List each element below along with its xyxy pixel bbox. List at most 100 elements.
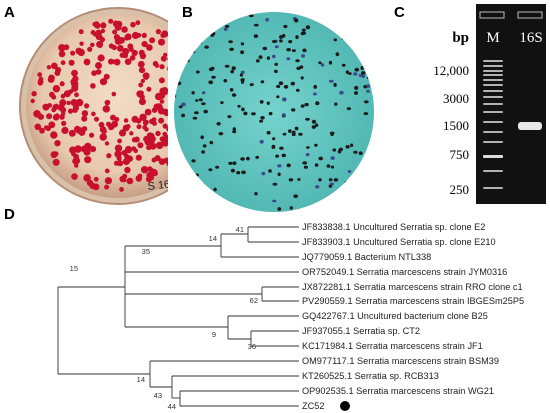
cell bbox=[272, 137, 276, 141]
colony bbox=[138, 98, 146, 106]
cell bbox=[279, 146, 284, 150]
cell bbox=[240, 78, 245, 82]
colony bbox=[70, 99, 78, 107]
colony bbox=[79, 129, 86, 136]
colony bbox=[52, 85, 61, 93]
taxon-label: KT260525.1 Serratia sp. RCB313 bbox=[302, 371, 439, 381]
cell bbox=[213, 187, 217, 192]
colony bbox=[54, 140, 61, 147]
colony bbox=[129, 55, 136, 61]
colony bbox=[155, 141, 164, 150]
colony bbox=[104, 177, 112, 185]
cell bbox=[195, 99, 199, 102]
colony bbox=[73, 157, 81, 165]
bootstrap-value: 35 bbox=[142, 247, 150, 256]
colony bbox=[131, 31, 140, 40]
ladder-band bbox=[483, 155, 503, 158]
colony bbox=[158, 38, 165, 46]
bootstrap-value: 14 bbox=[137, 375, 145, 384]
colony bbox=[160, 32, 166, 38]
cell bbox=[347, 170, 352, 173]
query-strain-marker bbox=[340, 401, 350, 411]
colony bbox=[146, 86, 152, 92]
colony bbox=[30, 98, 35, 104]
cell bbox=[239, 73, 243, 77]
cell bbox=[216, 122, 221, 126]
gel-unit-label: bp bbox=[452, 30, 469, 46]
cell bbox=[266, 101, 270, 105]
colony bbox=[117, 160, 124, 167]
colony bbox=[141, 41, 148, 48]
cell bbox=[314, 123, 319, 127]
cell bbox=[282, 132, 287, 136]
cell bbox=[265, 17, 269, 22]
cell bbox=[218, 132, 224, 136]
colony bbox=[54, 70, 61, 76]
cell bbox=[291, 108, 296, 112]
colony bbox=[128, 46, 134, 52]
colony bbox=[77, 48, 85, 57]
gel-bands bbox=[479, 11, 543, 189]
colony bbox=[73, 163, 79, 168]
colony bbox=[59, 114, 65, 120]
colony bbox=[71, 80, 79, 88]
cell bbox=[313, 92, 317, 96]
colony bbox=[114, 144, 123, 152]
marker-size-label: 3000 bbox=[443, 91, 469, 106]
colony bbox=[113, 58, 121, 66]
colony bbox=[47, 103, 52, 108]
cell bbox=[200, 135, 204, 140]
taxon-label: JF833838.1 Uncultured Serratia sp. clone… bbox=[302, 222, 485, 232]
colony bbox=[54, 113, 60, 118]
colony bbox=[144, 119, 149, 125]
ladder-band bbox=[483, 141, 503, 143]
cell bbox=[345, 145, 350, 149]
colony bbox=[163, 52, 168, 58]
cell bbox=[360, 66, 364, 70]
ladder-band bbox=[483, 65, 503, 67]
colony bbox=[136, 90, 144, 98]
bootstrap-value: 62 bbox=[250, 296, 258, 305]
colony bbox=[118, 37, 125, 44]
cell bbox=[354, 91, 358, 95]
cell bbox=[358, 73, 363, 77]
cell bbox=[241, 170, 246, 175]
colony bbox=[33, 110, 41, 118]
cell bbox=[313, 84, 318, 89]
taxon-label: OM977117.1 Serratia marcescens strain BS… bbox=[302, 356, 499, 366]
cell bbox=[230, 168, 235, 173]
cell bbox=[354, 85, 359, 90]
colony bbox=[146, 171, 154, 179]
cell bbox=[259, 100, 264, 104]
cell bbox=[332, 148, 337, 152]
cell bbox=[228, 161, 233, 165]
colony bbox=[63, 90, 71, 98]
cell bbox=[229, 88, 234, 92]
cell bbox=[291, 132, 296, 136]
bootstrap-value: 15 bbox=[70, 264, 78, 273]
cell bbox=[272, 182, 278, 186]
cell bbox=[326, 164, 331, 168]
colony bbox=[140, 166, 149, 174]
colony bbox=[100, 22, 107, 29]
cell bbox=[236, 171, 241, 175]
cell bbox=[361, 71, 366, 75]
colony bbox=[155, 29, 161, 35]
colony bbox=[84, 103, 90, 109]
phylogenetic-tree bbox=[57, 226, 299, 407]
panel-label-b: B bbox=[182, 4, 193, 21]
cell bbox=[276, 95, 280, 99]
colony bbox=[108, 18, 114, 24]
cell bbox=[240, 50, 245, 55]
cell bbox=[295, 35, 299, 40]
cell bbox=[178, 105, 183, 109]
colony bbox=[37, 80, 43, 86]
colony bbox=[81, 115, 88, 122]
cell bbox=[333, 178, 339, 182]
colony bbox=[129, 131, 134, 136]
colony bbox=[143, 75, 149, 80]
cell bbox=[220, 101, 224, 105]
cell bbox=[268, 111, 273, 116]
cell bbox=[278, 81, 284, 86]
colony bbox=[122, 157, 130, 166]
